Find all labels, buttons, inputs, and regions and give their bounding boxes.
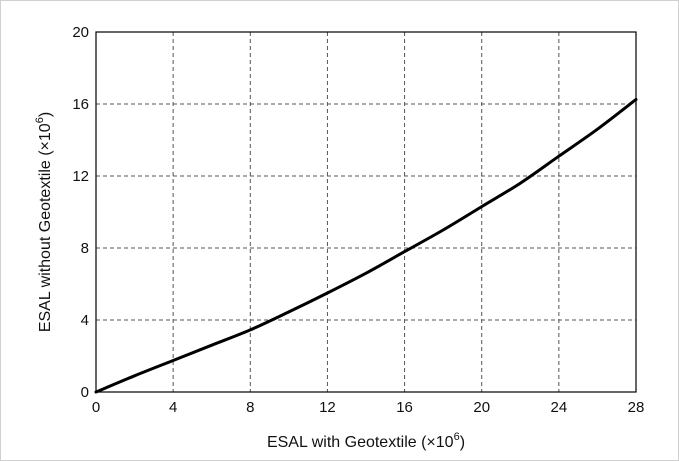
x-tick-label: 12 bbox=[319, 399, 336, 416]
x-tick-label: 8 bbox=[246, 399, 254, 416]
x-tick-label: 4 bbox=[169, 399, 177, 416]
y-axis-title-exponent: 6 bbox=[34, 117, 46, 123]
y-axis-title: ESAL without Geotextile (×106) bbox=[34, 112, 54, 332]
series-line-0 bbox=[94, 98, 638, 394]
series-lines bbox=[94, 98, 638, 394]
grid-lines bbox=[96, 32, 636, 392]
y-axis-title-text: ESAL without Geotextile (×10 bbox=[37, 123, 54, 332]
x-axis-title-exponent: 6 bbox=[454, 431, 460, 443]
x-axis-title: ESAL with Geotextile (×106) bbox=[267, 431, 465, 451]
y-tick-label: 20 bbox=[72, 24, 89, 41]
x-axis-ticks: 0 4 8 12 16 20 24 28 bbox=[92, 399, 645, 416]
y-tick-label: 0 bbox=[81, 384, 89, 401]
x-tick-label: 20 bbox=[473, 399, 490, 416]
x-tick-label: 0 bbox=[92, 399, 100, 416]
x-axis-title-close: ) bbox=[460, 434, 465, 451]
y-tick-label: 4 bbox=[81, 312, 89, 329]
y-axis-ticks: 0 4 8 12 16 20 bbox=[72, 24, 89, 401]
y-tick-label: 8 bbox=[81, 240, 89, 257]
x-tick-label: 28 bbox=[628, 399, 645, 416]
x-tick-label: 24 bbox=[551, 399, 568, 416]
y-tick-label: 12 bbox=[72, 168, 89, 185]
plot-area-border bbox=[95, 31, 637, 393]
x-tick-label: 16 bbox=[396, 399, 413, 416]
y-tick-label: 16 bbox=[72, 96, 89, 113]
x-axis-title-text: ESAL with Geotextile (×10 bbox=[267, 434, 454, 451]
y-axis-title-close: ) bbox=[37, 112, 54, 117]
